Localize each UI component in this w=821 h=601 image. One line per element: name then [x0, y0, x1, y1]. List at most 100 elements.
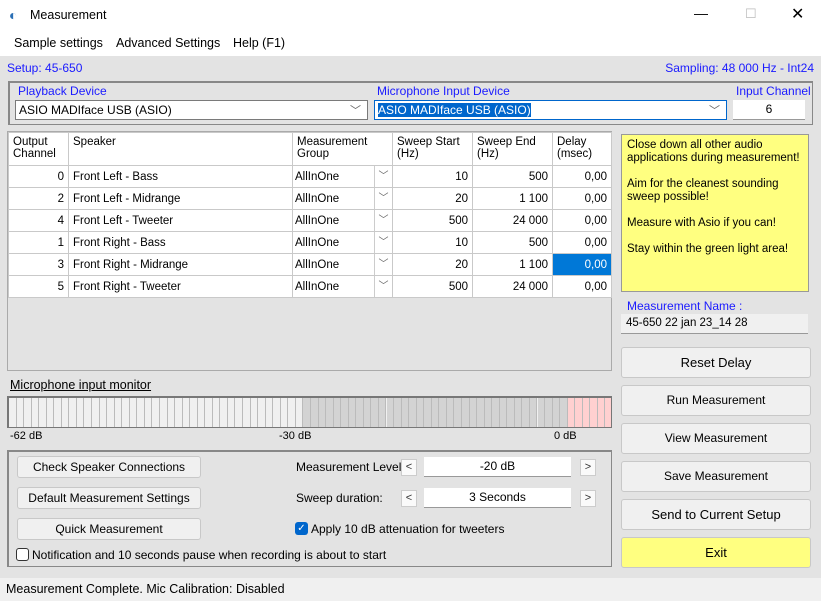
- speaker-cell[interactable]: Front Left - Bass: [68, 165, 293, 188]
- meter-segment: [182, 398, 191, 427]
- sweep-end-cell[interactable]: 1 100: [472, 187, 553, 210]
- sweep-end-cell[interactable]: 500: [472, 231, 553, 254]
- group-value: AllInOne: [295, 280, 340, 293]
- measurement-level-value: -20 dB: [424, 457, 571, 477]
- speaker-cell[interactable]: Front Right - Tweeter: [68, 275, 293, 298]
- view-measurement-button[interactable]: View Measurement: [621, 423, 811, 454]
- playback-device-label: Playback Device: [18, 84, 107, 98]
- meter-segment: [129, 398, 138, 427]
- measurement-name-field[interactable]: 45-650 22 jan 23_14 28: [621, 314, 808, 334]
- delay-cell[interactable]: 0,00: [552, 209, 612, 232]
- speaker-table: Output Channel Speaker Measurement Group…: [8, 132, 612, 298]
- table-row[interactable]: 4 Front Left - Tweeter AllInOne ﹀ 500 24 000 0…: [8, 209, 612, 232]
- sweep-end-cell[interactable]: 24 000: [472, 209, 553, 232]
- minimize-button[interactable]: —: [694, 5, 708, 21]
- table-row[interactable]: 2 Front Left - Midrange AllInOne ﹀ 20 1 100 0,…: [8, 187, 612, 210]
- menu-advanced-settings[interactable]: Advanced Settings: [116, 36, 221, 50]
- attenuation-checkbox[interactable]: ✓: [295, 522, 308, 535]
- speaker-cell[interactable]: Front Left - Tweeter: [68, 209, 293, 232]
- meter-segment: [409, 398, 417, 427]
- menu-sample-settings[interactable]: Sample settings: [14, 36, 103, 50]
- meter-segment: [333, 398, 342, 427]
- meter-segment: [469, 398, 478, 427]
- send-to-current-setup-button[interactable]: Send to Current Setup: [621, 499, 811, 530]
- reset-delay-button[interactable]: Reset Delay: [621, 347, 811, 378]
- output-channel-cell[interactable]: 0: [8, 165, 69, 188]
- status-bar: Measurement Complete. Mic Calibration: D…: [0, 578, 821, 601]
- sweep-start-cell[interactable]: 500: [392, 209, 473, 232]
- input-channel-field[interactable]: 6: [733, 100, 805, 120]
- save-measurement-button[interactable]: Save Measurement: [621, 461, 811, 492]
- measurement-group-select[interactable]: AllInOne ﹀: [292, 253, 393, 276]
- input-level-meter: [7, 396, 612, 428]
- meter-segment: [167, 398, 176, 427]
- group-value: AllInOne: [295, 236, 340, 249]
- level-increase-button[interactable]: >: [580, 459, 596, 476]
- meter-segment: [160, 398, 168, 427]
- meter-segment: [386, 398, 395, 427]
- default-measurement-settings-button[interactable]: Default Measurement Settings: [17, 487, 201, 509]
- level-decrease-button[interactable]: <: [401, 459, 417, 476]
- sweep-start-cell[interactable]: 10: [392, 165, 473, 188]
- speaker-cell[interactable]: Front Right - Midrange: [68, 253, 293, 276]
- speaker-cell[interactable]: Front Left - Midrange: [68, 187, 293, 210]
- meter-segment: [16, 398, 25, 427]
- quick-measurement-button[interactable]: Quick Measurement: [17, 518, 201, 540]
- meter-segment: [152, 398, 160, 427]
- maximize-button[interactable]: ☐: [745, 6, 757, 21]
- table-row[interactable]: 5 Front Right - Tweeter AllInOne ﹀ 500 24 000…: [8, 275, 612, 298]
- group-value: AllInOne: [295, 192, 340, 205]
- sweep-end-cell[interactable]: 1 100: [472, 253, 553, 276]
- measurement-group-select[interactable]: AllInOne ﹀: [292, 165, 393, 188]
- meter-segment: [394, 398, 402, 427]
- output-channel-cell[interactable]: 5: [8, 275, 69, 298]
- meter-segment: [303, 398, 311, 427]
- sweep-end-cell[interactable]: 24 000: [472, 275, 553, 298]
- output-channel-cell[interactable]: 2: [8, 187, 69, 210]
- info-note: Close down all other audio applications …: [621, 134, 809, 292]
- delay-cell[interactable]: 0,00: [552, 187, 612, 210]
- delay-cell[interactable]: 0,00: [552, 165, 612, 188]
- run-measurement-button[interactable]: Run Measurement: [621, 385, 811, 416]
- menu-help[interactable]: Help (F1): [233, 36, 286, 50]
- sweep-start-cell[interactable]: 20: [392, 253, 473, 276]
- meter-segment: [311, 398, 319, 427]
- mic-device-select[interactable]: ASIO MADIface USB (ASIO) ﹀: [374, 100, 727, 120]
- meter-segment: [326, 398, 334, 427]
- measurement-group-select[interactable]: AllInOne ﹀: [292, 209, 393, 232]
- playback-device-select[interactable]: ASIO MADIface USB (ASIO) ﹀: [15, 100, 368, 120]
- device-group: [8, 81, 813, 125]
- sweep-end-cell[interactable]: 500: [472, 165, 553, 188]
- meter-segment: [529, 398, 538, 427]
- output-channel-cell[interactable]: 1: [8, 231, 69, 254]
- sweep-start-cell[interactable]: 500: [392, 275, 473, 298]
- table-row[interactable]: 0 Front Left - Bass AllInOne ﹀ 10 500 0,00: [8, 165, 612, 188]
- sweep-start-cell[interactable]: 10: [392, 231, 473, 254]
- table-row[interactable]: 3 Front Right - Midrange AllInOne ﹀ 20 1 100 0…: [8, 253, 612, 276]
- meter-segment: [439, 398, 447, 427]
- sweep-duration-value: 3 Seconds: [424, 488, 571, 508]
- meter-segment: [175, 398, 183, 427]
- output-channel-cell[interactable]: 3: [8, 253, 69, 276]
- speaker-cell[interactable]: Front Right - Bass: [68, 231, 293, 254]
- measurement-group-select[interactable]: AllInOne ﹀: [292, 187, 393, 210]
- measurement-group-select[interactable]: AllInOne ﹀: [292, 275, 393, 298]
- sweep-start-cell[interactable]: 20: [392, 187, 473, 210]
- measurement-name-label: Measurement Name :: [627, 299, 743, 313]
- meter-segment: [84, 398, 93, 427]
- measurement-group-select[interactable]: AllInOne ﹀: [292, 231, 393, 254]
- notification-checkbox[interactable]: [16, 548, 29, 561]
- delay-cell[interactable]: 0,00: [552, 253, 612, 276]
- notification-label: Notification and 10 seconds pause when r…: [32, 548, 387, 562]
- sweep-decrease-button[interactable]: <: [401, 490, 417, 507]
- output-channel-cell[interactable]: 4: [8, 209, 69, 232]
- table-row[interactable]: 1 Front Right - Bass AllInOne ﹀ 10 500 0,00: [8, 231, 612, 254]
- meter-segment: [24, 398, 32, 427]
- close-button[interactable]: ✕: [791, 6, 805, 23]
- delay-cell[interactable]: 0,00: [552, 231, 612, 254]
- delay-cell[interactable]: 0,00: [552, 275, 612, 298]
- check-speaker-connections-button[interactable]: Check Speaker Connections: [17, 456, 201, 478]
- meter-segment: [250, 398, 259, 427]
- exit-button[interactable]: Exit: [621, 537, 811, 568]
- sweep-increase-button[interactable]: >: [580, 490, 596, 507]
